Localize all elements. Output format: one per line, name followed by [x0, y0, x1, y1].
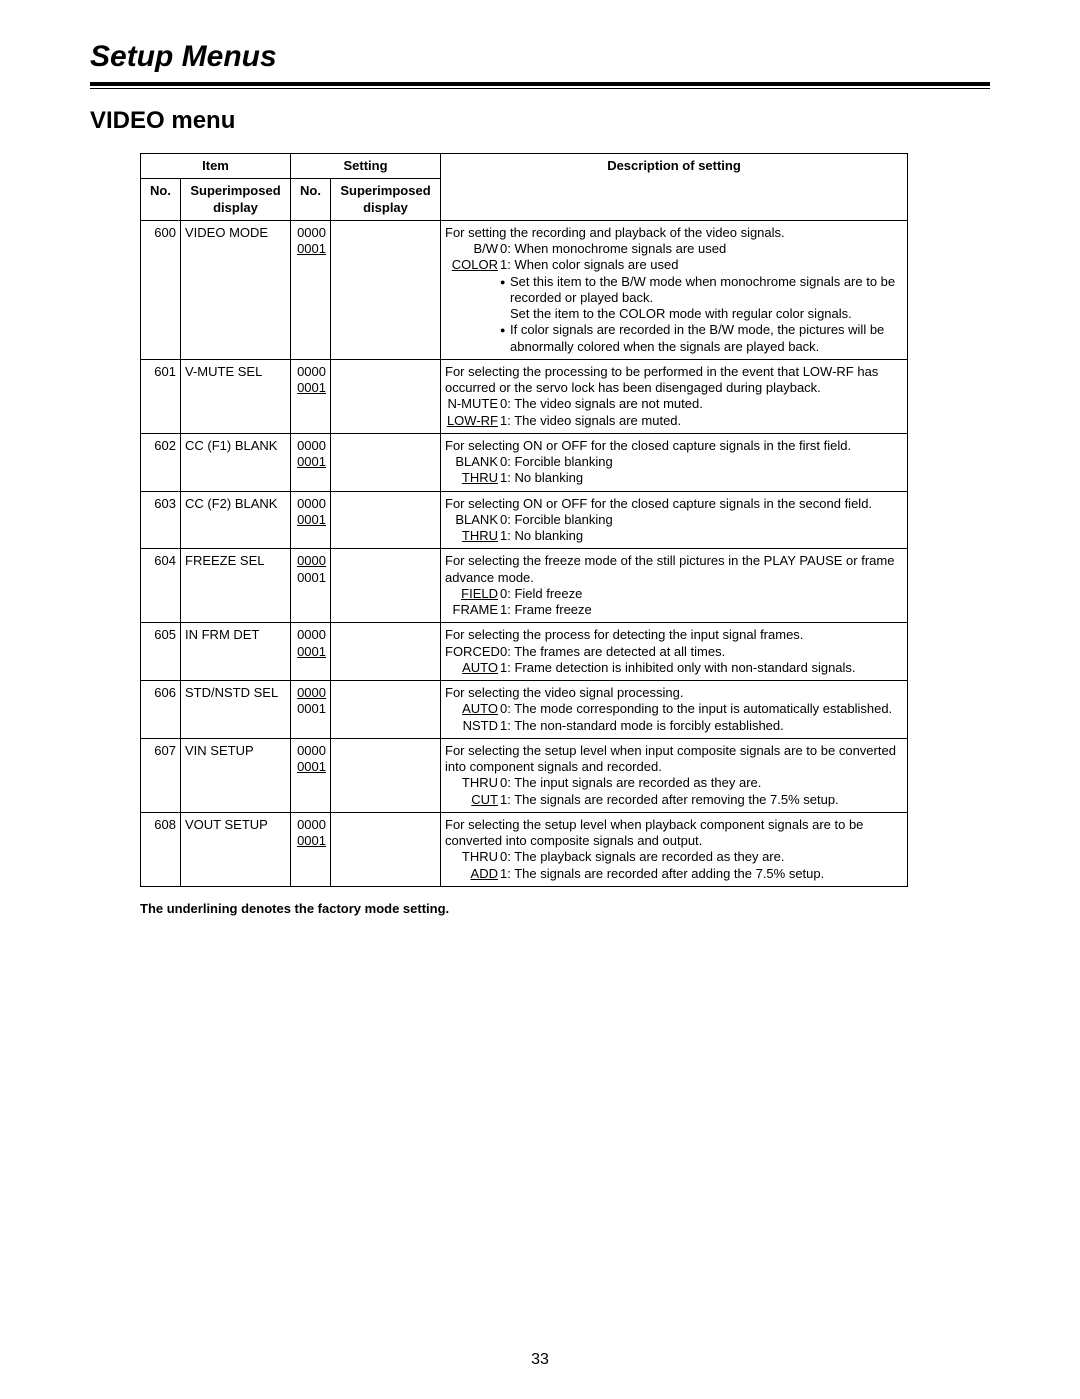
- item-name: FREEZE SEL: [181, 549, 291, 623]
- setting-display: [331, 359, 441, 433]
- setting-description: For selecting the process for detecting …: [441, 623, 908, 681]
- header-item-display: Superimposed display: [181, 179, 291, 221]
- item-name: CC (F2) BLANK: [181, 491, 291, 549]
- header-description: Description of setting: [441, 154, 908, 221]
- item-name: CC (F1) BLANK: [181, 433, 291, 491]
- setting-description: For selecting the processing to be perfo…: [441, 359, 908, 433]
- footnote: The underlining denotes the factory mode…: [140, 901, 990, 916]
- setting-no: 00000001: [291, 738, 331, 812]
- setting-description: For selecting ON or OFF for the closed c…: [441, 491, 908, 549]
- setting-no: 00000001: [291, 549, 331, 623]
- table-row: 602CC (F1) BLANK00000001 For selecting ON…: [141, 433, 908, 491]
- setting-display: [331, 738, 441, 812]
- table-row: 600VIDEO MODE00000001 For setting the rec…: [141, 220, 908, 359]
- header-setting-no: No.: [291, 179, 331, 221]
- setting-description: For selecting the setup level when input…: [441, 738, 908, 812]
- setting-description: For setting the recording and playback o…: [441, 220, 908, 359]
- header-setting-display: Superimposed display: [331, 179, 441, 221]
- setting-display: [331, 433, 441, 491]
- item-no: 600: [141, 220, 181, 359]
- item-no: 602: [141, 433, 181, 491]
- setting-no: 00000001: [291, 681, 331, 739]
- page: Setup Menus VIDEO menu Item Setting Desc…: [0, 0, 1080, 916]
- item-no: 608: [141, 812, 181, 886]
- setting-display: [331, 623, 441, 681]
- item-no: 601: [141, 359, 181, 433]
- item-no: 606: [141, 681, 181, 739]
- setting-no: 00000001: [291, 359, 331, 433]
- setting-description: For selecting the video signal processin…: [441, 681, 908, 739]
- item-name: VIDEO MODE: [181, 220, 291, 359]
- setting-display: [331, 491, 441, 549]
- item-no: 603: [141, 491, 181, 549]
- table-row: 603CC (F2) BLANK00000001 For selecting ON…: [141, 491, 908, 549]
- setting-description: For selecting the setup level when playb…: [441, 812, 908, 886]
- table-row: 607VIN SETUP00000001 For selecting the se…: [141, 738, 908, 812]
- item-name: V-MUTE SEL: [181, 359, 291, 433]
- item-no: 607: [141, 738, 181, 812]
- setting-no: 00000001: [291, 812, 331, 886]
- item-name: STD/NSTD SEL: [181, 681, 291, 739]
- item-no: 604: [141, 549, 181, 623]
- video-menu-table: Item Setting Description of setting No. …: [140, 153, 908, 887]
- setting-display: [331, 812, 441, 886]
- table-row: 606STD/NSTD SEL00000001 For selecting the…: [141, 681, 908, 739]
- setting-display: [331, 549, 441, 623]
- table-row: 608VOUT SETUP00000001 For selecting the s…: [141, 812, 908, 886]
- table-row: 605IN FRM DET00000001 For selecting the p…: [141, 623, 908, 681]
- chapter-title: Setup Menus: [90, 40, 990, 74]
- item-name: VIN SETUP: [181, 738, 291, 812]
- section-title: VIDEO menu: [90, 107, 990, 135]
- setting-no: 00000001: [291, 220, 331, 359]
- setting-description: For selecting ON or OFF for the closed c…: [441, 433, 908, 491]
- item-name: VOUT SETUP: [181, 812, 291, 886]
- setting-display: [331, 681, 441, 739]
- table-row: 601V-MUTE SEL00000001 For selecting the p…: [141, 359, 908, 433]
- setting-display: [331, 220, 441, 359]
- header-item: Item: [141, 154, 291, 179]
- header-item-no: No.: [141, 179, 181, 221]
- page-number: 33: [0, 1351, 1080, 1369]
- setting-no: 00000001: [291, 623, 331, 681]
- divider: [90, 82, 990, 89]
- header-row-1: Item Setting Description of setting: [141, 154, 908, 179]
- setting-description: For selecting the freeze mode of the sti…: [441, 549, 908, 623]
- table-row: 604FREEZE SEL00000001 For selecting the f…: [141, 549, 908, 623]
- setting-no: 00000001: [291, 491, 331, 549]
- setting-no: 00000001: [291, 433, 331, 491]
- item-name: IN FRM DET: [181, 623, 291, 681]
- header-setting: Setting: [291, 154, 441, 179]
- item-no: 605: [141, 623, 181, 681]
